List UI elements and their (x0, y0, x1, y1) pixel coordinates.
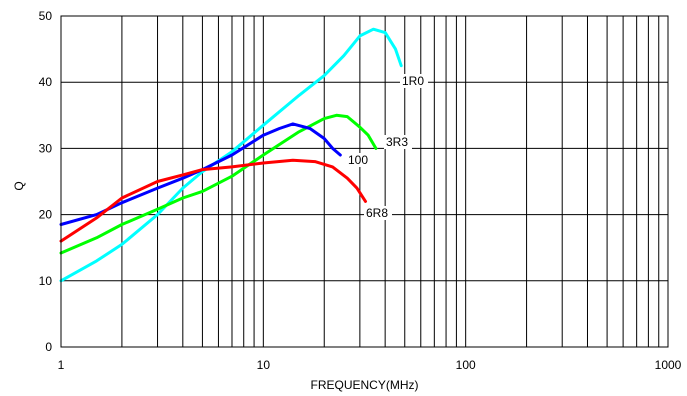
series-label-bg (346, 153, 374, 167)
series-lines (59, 27, 403, 283)
series-line-100 (59, 122, 342, 226)
plot-frame (60, 15, 669, 348)
series-label-100: 100 (348, 153, 368, 167)
series-line-6r8 (59, 158, 367, 243)
series-label-6r8: 6R8 (366, 206, 388, 220)
y-tick-label: 30 (39, 141, 53, 155)
series-labels: 1R0 3R3 100 6R8 (346, 74, 428, 220)
series-label-1r0: 1R0 (402, 74, 424, 88)
grid (61, 16, 668, 347)
tick-labels: 1 10 100 1000 0 10 20 30 40 50 (39, 9, 682, 372)
x-tick-label: 1000 (655, 358, 682, 372)
series-label-bg (400, 74, 428, 88)
series-line-1r0 (59, 27, 403, 283)
series-line-3r3 (59, 113, 378, 255)
series-label-bg (384, 135, 412, 149)
x-tick-label: 10 (257, 358, 271, 372)
x-axis-label: FREQUENCY(MHz) (311, 378, 419, 392)
series-label-3r3: 3R3 (386, 135, 408, 149)
y-tick-label: 0 (45, 340, 52, 354)
y-tick-label: 20 (39, 208, 53, 222)
y-tick-label: 40 (39, 75, 53, 89)
x-tick-label: 100 (456, 358, 476, 372)
y-tick-label: 10 (39, 274, 53, 288)
x-tick-label: 1 (58, 358, 65, 372)
series-label-bg (364, 206, 392, 220)
y-tick-label: 50 (39, 9, 53, 23)
y-axis-label: Q (12, 181, 26, 190)
